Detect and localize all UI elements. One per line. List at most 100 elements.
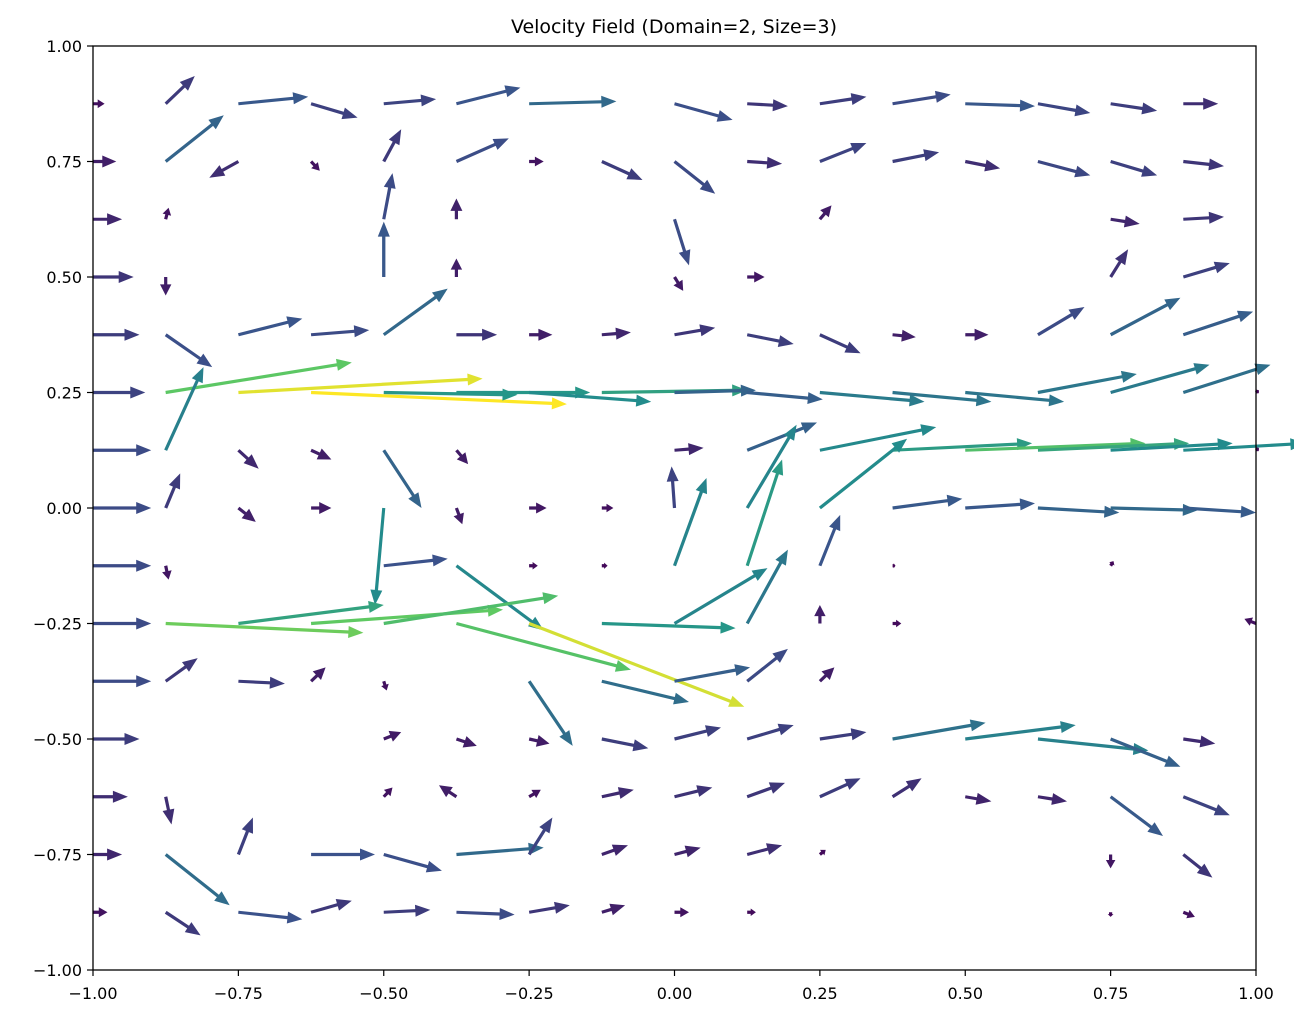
velocity-arrow <box>892 390 992 407</box>
velocity-arrow <box>892 563 896 569</box>
velocity-arrow <box>745 549 788 625</box>
velocity-arrow <box>747 390 823 404</box>
velocity-arrow <box>1109 561 1115 567</box>
velocity-arrow <box>164 658 198 683</box>
velocity-arrow <box>1182 310 1254 337</box>
velocity-arrow <box>1183 438 1294 452</box>
velocity-arrow <box>383 730 402 742</box>
velocity-arrow <box>162 796 175 825</box>
velocity-arrow <box>1109 795 1163 836</box>
velocity-arrow <box>1037 307 1085 337</box>
velocity-arrow <box>746 333 794 347</box>
velocity-arrow <box>1105 854 1116 869</box>
velocity-arrow <box>164 115 224 163</box>
velocity-arrow <box>456 85 521 106</box>
velocity-arrow <box>93 559 152 572</box>
velocity-arrow <box>529 95 617 108</box>
velocity-arrow <box>747 908 756 916</box>
velocity-arrow <box>527 680 573 746</box>
velocity-arrow <box>456 622 631 672</box>
velocity-arrow <box>892 619 902 628</box>
velocity-arrow <box>456 328 498 341</box>
velocity-arrow <box>819 143 867 163</box>
velocity-arrow <box>1037 505 1120 518</box>
velocity-arrow <box>529 156 544 167</box>
velocity-arrow <box>528 622 745 707</box>
velocity-arrow <box>965 99 1035 112</box>
velocity-arrow <box>674 785 713 799</box>
velocity-arrow <box>456 842 544 857</box>
velocity-arrow <box>529 562 538 570</box>
velocity-arrow <box>746 782 785 799</box>
velocity-arrow <box>529 328 553 341</box>
velocity-arrow <box>674 907 689 918</box>
velocity-arrow <box>892 329 916 342</box>
velocity-arrow <box>747 156 783 169</box>
velocity-arrow <box>238 676 285 689</box>
velocity-arrow <box>1110 363 1210 394</box>
velocity-arrow <box>164 473 181 509</box>
velocity-arrow <box>1110 438 1233 452</box>
velocity-arrow <box>673 218 691 266</box>
chart-title: Velocity Field (Domain=2, Size=3) <box>511 16 837 38</box>
velocity-arrow <box>456 386 591 399</box>
velocity-arrow <box>1182 363 1271 394</box>
velocity-arrow <box>529 390 652 407</box>
y-tick-label: 0.50 <box>46 268 82 287</box>
velocity-arrow <box>311 848 375 861</box>
y-tick-label: 0.00 <box>46 499 82 518</box>
velocity-arrow <box>1183 735 1216 748</box>
velocity-arrow <box>601 160 643 180</box>
velocity-arrow <box>1107 912 1114 917</box>
velocity-arrow <box>1183 158 1224 171</box>
velocity-arrow <box>891 778 922 799</box>
velocity-arrow <box>1182 261 1230 279</box>
velocity-arrow <box>238 601 384 626</box>
velocity-arrow <box>965 721 1076 741</box>
velocity-arrow <box>745 424 797 509</box>
velocity-arrow <box>673 276 684 291</box>
velocity-arrow <box>450 198 463 220</box>
velocity-arrow <box>93 790 128 803</box>
velocity-arrow <box>93 733 140 745</box>
velocity-arrow <box>892 90 951 106</box>
velocity-arrow <box>164 76 195 105</box>
velocity-arrow <box>965 792 992 805</box>
velocity-arrow <box>1182 909 1195 919</box>
velocity-arrow <box>383 388 518 401</box>
velocity-arrow <box>456 908 515 920</box>
velocity-arrow <box>160 277 172 296</box>
velocity-arrow <box>1037 102 1091 117</box>
velocity-arrow <box>1182 795 1230 816</box>
velocity-arrow <box>450 258 463 277</box>
velocity-arrow <box>383 94 437 107</box>
velocity-arrow <box>93 99 105 109</box>
velocity-arrow <box>1183 505 1256 518</box>
velocity-arrow <box>238 910 303 924</box>
velocity-arrow <box>93 675 152 688</box>
velocity-arrow <box>527 817 553 856</box>
velocity-arrow <box>455 564 544 631</box>
velocity-arrow <box>674 664 751 683</box>
velocity-arrow <box>383 853 442 873</box>
velocity-arrow <box>601 503 614 513</box>
velocity-arrow <box>238 92 309 106</box>
x-tick-label: −0.75 <box>214 984 263 1003</box>
velocity-arrow <box>93 502 152 514</box>
velocity-arrow <box>310 899 352 914</box>
velocity-arrow <box>455 736 477 748</box>
y-tick-label: 0.25 <box>46 384 82 403</box>
velocity-arrow <box>965 437 1146 452</box>
velocity-arrow <box>819 333 861 354</box>
velocity-arrow <box>377 221 390 277</box>
velocity-arrow <box>382 129 402 163</box>
velocity-arrow <box>673 568 768 625</box>
velocity-arrow <box>164 853 230 906</box>
velocity-arrow <box>93 328 140 341</box>
velocity-arrow <box>237 449 259 469</box>
velocity-arrow <box>1183 97 1219 110</box>
velocity-arrow <box>818 849 826 856</box>
velocity-arrow <box>93 617 152 630</box>
velocity-arrow <box>745 459 784 567</box>
